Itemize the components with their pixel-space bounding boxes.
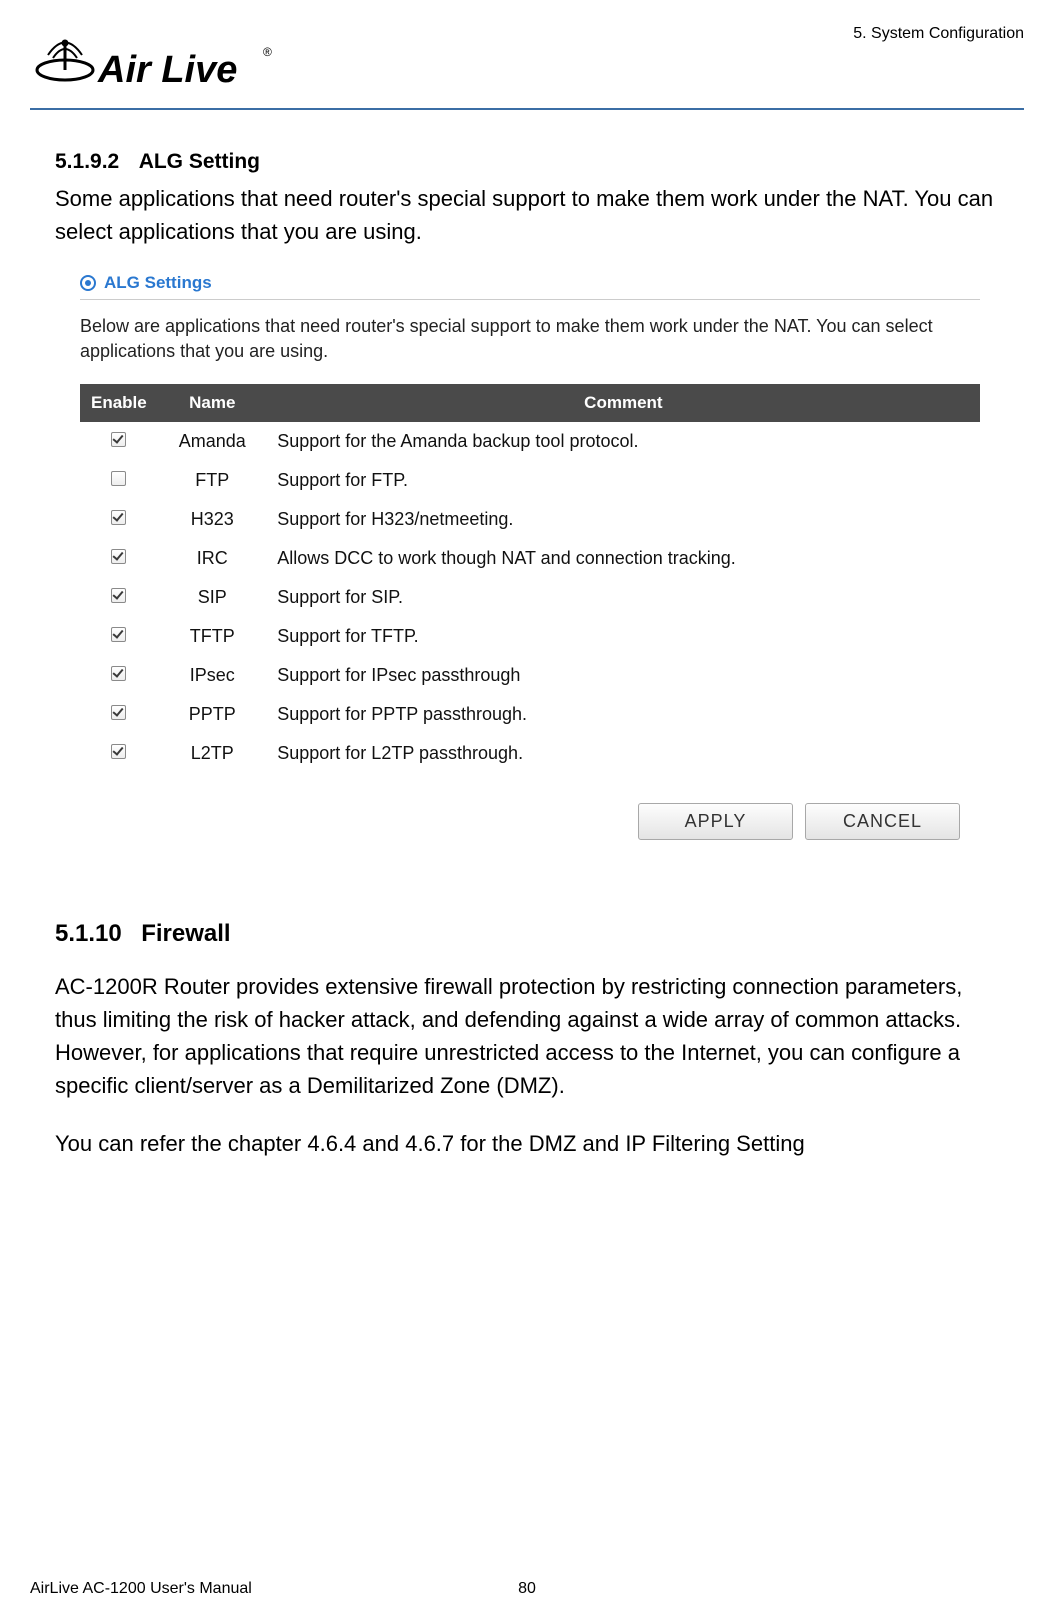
comment-cell: Support for FTP. (267, 461, 979, 500)
cancel-button[interactable]: CANCEL (805, 803, 960, 840)
comment-cell: Allows DCC to work though NAT and connec… (267, 539, 979, 578)
alg-table: Enable Name Comment AmandaSupport for th… (80, 384, 980, 773)
table-row: L2TPSupport for L2TP passthrough. (81, 734, 980, 773)
page: 5. System Configuration Air Live ® 5.1.9… (0, 0, 1054, 1623)
firewall-para1: AC-1200R Router provides extensive firew… (55, 970, 999, 1102)
section-title: ALG Setting (139, 150, 260, 173)
name-cell: TFTP (157, 617, 267, 656)
svg-text:Air Live: Air Live (97, 49, 237, 91)
name-cell: Amanda (157, 422, 267, 462)
table-row: PPTPSupport for PPTP passthrough. (81, 695, 980, 734)
footer: AirLive AC-1200 User's Manual 80 (0, 1580, 1054, 1598)
enable-cell (81, 539, 158, 578)
section-5192-intro: Some applications that need router's spe… (55, 182, 999, 248)
comment-cell: Support for L2TP passthrough. (267, 734, 979, 773)
enable-checkbox[interactable] (111, 666, 126, 681)
table-row: H323Support for H323/netmeeting. (81, 500, 980, 539)
enable-checkbox[interactable] (111, 627, 126, 642)
name-cell: IPsec (157, 656, 267, 695)
comment-cell: Support for H323/netmeeting. (267, 500, 979, 539)
name-cell: PPTP (157, 695, 267, 734)
chapter-label: 5. System Configuration (853, 25, 1024, 43)
name-cell: IRC (157, 539, 267, 578)
apply-button[interactable]: APPLY (638, 803, 793, 840)
footer-manual: AirLive AC-1200 User's Manual (30, 1580, 252, 1598)
panel-title: ALG Settings (104, 273, 212, 293)
enable-checkbox[interactable] (111, 471, 126, 486)
comment-cell: Support for the Amanda backup tool proto… (267, 422, 979, 462)
enable-cell (81, 695, 158, 734)
svg-text:®: ® (263, 45, 272, 59)
comment-cell: Support for IPsec passthrough (267, 656, 979, 695)
table-row: TFTPSupport for TFTP. (81, 617, 980, 656)
bullet-icon (80, 275, 96, 291)
col-comment: Comment (267, 385, 979, 422)
enable-cell (81, 734, 158, 773)
table-row: SIPSupport for SIP. (81, 578, 980, 617)
enable-cell (81, 578, 158, 617)
section-title: Firewall (141, 920, 230, 947)
section-5192-head: 5.1.9.2 ALG Setting (55, 150, 1024, 174)
enable-checkbox[interactable] (111, 705, 126, 720)
enable-checkbox[interactable] (111, 510, 126, 525)
comment-cell: Support for TFTP. (267, 617, 979, 656)
table-row: FTPSupport for FTP. (81, 461, 980, 500)
enable-cell (81, 656, 158, 695)
header: 5. System Configuration Air Live ® (30, 20, 1024, 110)
enable-checkbox[interactable] (111, 432, 126, 447)
table-row: IPsecSupport for IPsec passthrough (81, 656, 980, 695)
enable-cell (81, 422, 158, 462)
name-cell: SIP (157, 578, 267, 617)
section-number: 5.1.10 (55, 920, 122, 947)
panel-title-row: ALG Settings (80, 273, 980, 300)
col-enable: Enable (81, 385, 158, 422)
enable-cell (81, 500, 158, 539)
enable-checkbox[interactable] (111, 744, 126, 759)
button-row: APPLY CANCEL (80, 803, 980, 840)
col-name: Name (157, 385, 267, 422)
airlive-logo: Air Live ® (30, 30, 290, 100)
enable-checkbox[interactable] (111, 549, 126, 564)
name-cell: L2TP (157, 734, 267, 773)
enable-cell (81, 617, 158, 656)
comment-cell: Support for PPTP passthrough. (267, 695, 979, 734)
section-5110-head: 5.1.10 Firewall (55, 920, 999, 948)
firewall-para2: You can refer the chapter 4.6.4 and 4.6.… (55, 1127, 999, 1160)
section-number: 5.1.9.2 (55, 150, 119, 173)
name-cell: FTP (157, 461, 267, 500)
enable-cell (81, 461, 158, 500)
enable-checkbox[interactable] (111, 588, 126, 603)
panel-intro: Below are applications that need router'… (80, 314, 980, 364)
comment-cell: Support for SIP. (267, 578, 979, 617)
table-row: IRCAllows DCC to work though NAT and con… (81, 539, 980, 578)
footer-page: 80 (518, 1580, 536, 1598)
alg-settings-screenshot: ALG Settings Below are applications that… (80, 273, 980, 840)
table-row: AmandaSupport for the Amanda backup tool… (81, 422, 980, 462)
name-cell: H323 (157, 500, 267, 539)
